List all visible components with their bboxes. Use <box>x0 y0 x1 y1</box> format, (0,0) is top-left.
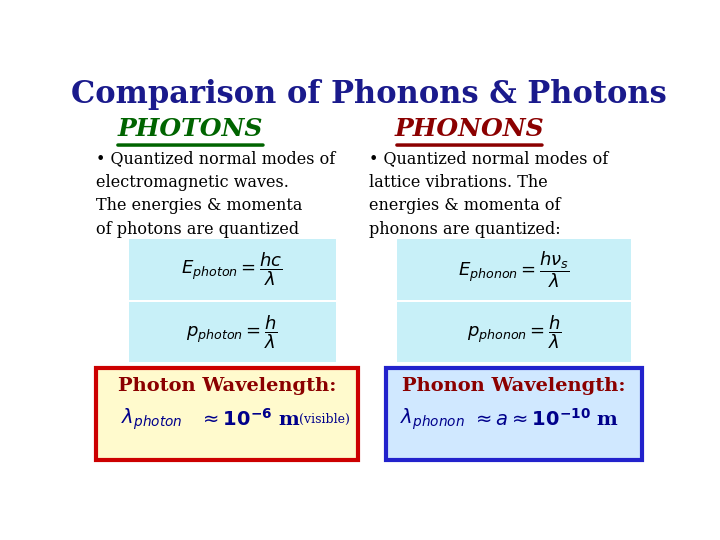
Text: Comparison of Phonons & Photons: Comparison of Phonons & Photons <box>71 79 667 110</box>
FancyBboxPatch shape <box>386 368 642 460</box>
Text: Phonon Wavelength:: Phonon Wavelength: <box>402 377 626 395</box>
Text: PHOTONS: PHOTONS <box>118 117 263 141</box>
Text: $E_{phonon} = \dfrac{h\nu_s}{\lambda}$: $E_{phonon} = \dfrac{h\nu_s}{\lambda}$ <box>458 249 570 289</box>
Text: Photon Wavelength:: Photon Wavelength: <box>117 377 336 395</box>
Text: (visible): (visible) <box>300 413 350 426</box>
Text: $p_{photon} = \dfrac{h}{\lambda}$: $p_{photon} = \dfrac{h}{\lambda}$ <box>186 313 278 350</box>
Text: • Quantized normal modes of
electromagnetic waves.
The energies & momenta
of pho: • Quantized normal modes of electromagne… <box>96 150 335 238</box>
Text: $\lambda_{phonon}$: $\lambda_{phonon}$ <box>400 406 464 432</box>
Text: $\approx a \approx\mathbf{10^{-10}}$ m: $\approx a \approx\mathbf{10^{-10}}$ m <box>472 408 619 430</box>
FancyBboxPatch shape <box>96 368 358 460</box>
FancyBboxPatch shape <box>397 302 631 362</box>
FancyBboxPatch shape <box>129 239 336 300</box>
FancyBboxPatch shape <box>397 239 631 300</box>
Text: $\lambda_{photon}$: $\lambda_{photon}$ <box>121 406 182 432</box>
Text: $E_{photon} = \dfrac{hc}{\lambda}$: $E_{photon} = \dfrac{hc}{\lambda}$ <box>181 251 283 288</box>
Text: $p_{phonon} = \dfrac{h}{\lambda}$: $p_{phonon} = \dfrac{h}{\lambda}$ <box>467 313 562 350</box>
Text: PHONONS: PHONONS <box>395 117 544 141</box>
FancyBboxPatch shape <box>129 302 336 362</box>
Text: $\approx\mathbf{10^{-6}}$ m: $\approx\mathbf{10^{-6}}$ m <box>199 408 300 430</box>
Text: • Quantized normal modes of
lattice vibrations. The
energies & momenta of
phonon: • Quantized normal modes of lattice vibr… <box>369 150 608 238</box>
